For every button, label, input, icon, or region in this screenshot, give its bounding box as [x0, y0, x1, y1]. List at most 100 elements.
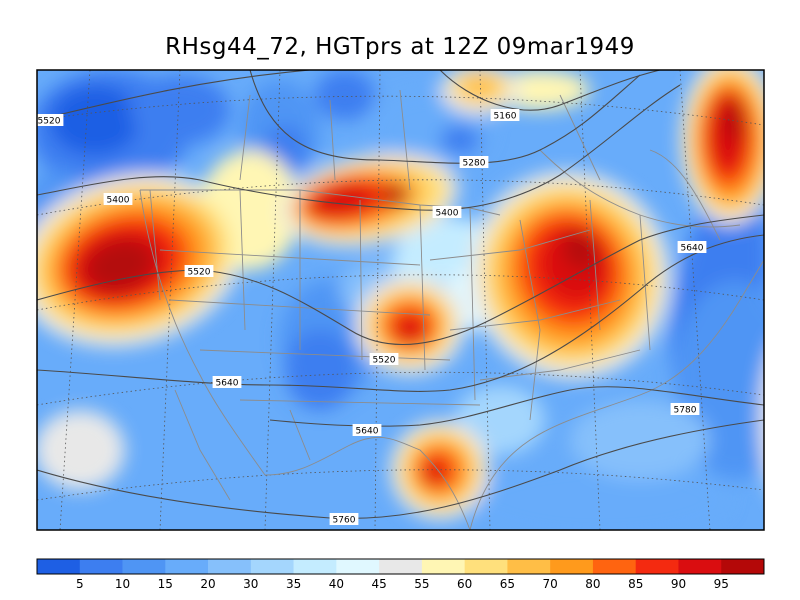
grid-line: [37, 371, 764, 406]
colorbar-tick-label: 95: [714, 577, 729, 591]
humidity-region: [130, 75, 230, 145]
colorbar-tick-label: 30: [243, 577, 258, 591]
grid-line: [59, 70, 91, 530]
colorbar-swatch: [592, 559, 637, 574]
humidity-region: [760, 375, 764, 465]
svg-text:5640: 5640: [681, 244, 704, 254]
humidity-region: [285, 330, 355, 410]
political-boundaries: [139, 89, 764, 530]
map-plot-area: 5520 5160 5280 5400 5400 5520 5640 5520 5640 5640…: [37, 70, 764, 530]
colorbar-swatch: [165, 559, 209, 574]
colorbar-swatch: [250, 559, 294, 574]
colorbar-swatch: [507, 559, 551, 574]
humidity-region: [423, 463, 445, 485]
humidity-region: [460, 74, 500, 98]
colorbar-tick-label: 60: [457, 577, 472, 591]
colorbar-swatch: [421, 559, 465, 574]
colorbar-tick-label: 55: [414, 577, 429, 591]
colorbar-tick-label: 15: [158, 577, 173, 591]
humidity-region: [391, 217, 489, 283]
svg-text:5400: 5400: [436, 209, 459, 219]
grid-line: [374, 70, 381, 530]
relative-humidity-field: [37, 70, 764, 530]
humidity-region: [315, 70, 375, 120]
colorbar-swatch: [464, 559, 508, 574]
height-contour: [439, 70, 661, 111]
height-contour: [37, 70, 311, 121]
colorbar-swatch: [37, 559, 81, 574]
boundary-line: [469, 259, 764, 530]
contour-label: 5280: [459, 156, 489, 169]
svg-text:5640: 5640: [216, 379, 239, 389]
colorbar-frame: [36, 558, 765, 575]
contour-label: 5520: [184, 265, 214, 278]
height-contour: [269, 386, 764, 427]
humidity-region: [725, 98, 745, 142]
colorbar-tick-label: 40: [329, 577, 344, 591]
height-contour: [249, 70, 641, 164]
colorbar-tick-label: 45: [371, 577, 386, 591]
contour-label: 5160: [490, 109, 520, 122]
chart-title: RHsg44_72, HGTprs at 12Z 09mar1949: [165, 34, 635, 60]
humidity-region: [37, 410, 125, 490]
svg-text:5640: 5640: [356, 427, 379, 437]
colorbar-swatch: [379, 559, 423, 574]
colorbar-tick-label: 20: [200, 577, 215, 591]
boundary-line: [139, 189, 266, 476]
contour-label: 5400: [103, 193, 133, 206]
height-contour: [37, 214, 764, 346]
svg-text:5520: 5520: [373, 356, 396, 366]
lat-lon-gridlines: [37, 70, 764, 530]
grid-line: [479, 70, 491, 530]
colorbar-tick-label: 70: [543, 577, 558, 591]
boundary-line: [264, 436, 471, 530]
grid-line: [37, 469, 764, 501]
colorbar-tick-label: 65: [500, 577, 515, 591]
height-contour: [37, 234, 764, 392]
boundary-line: [649, 149, 721, 241]
contour-label: 5520: [369, 353, 399, 366]
contour-label: 5400: [432, 206, 462, 219]
humidity-region: [395, 317, 425, 343]
svg-text:5280: 5280: [463, 159, 486, 169]
colorbar: 5 10 15 20 30 35 40 45 55 60 65 70 80 85 90 95: [36, 558, 765, 591]
humidity-region: [470, 460, 730, 530]
boundary-line: [539, 149, 741, 228]
humidity-region: [381, 185, 409, 205]
svg-text:5160: 5160: [494, 112, 517, 122]
boundary-line: [149, 189, 476, 401]
grid-line: [264, 70, 281, 530]
colorbar-tick-label: 10: [115, 577, 130, 591]
boundary-line: [159, 249, 481, 406]
colorbar-swatch: [550, 559, 594, 574]
contour-label: 5640: [677, 241, 707, 254]
colorbar-tick-label: 5: [76, 577, 84, 591]
height-contour: [37, 419, 764, 519]
contour-labels: 5520 5160 5280 5400 5400 5520 5640 5520 5640 5640…: [37, 109, 707, 526]
humidity-region: [50, 85, 140, 155]
colorbar-swatch: [721, 559, 765, 574]
contour-label: 5640: [212, 376, 242, 389]
boundary-line: [174, 389, 311, 501]
contour-label: 5520: [37, 114, 64, 127]
boundary-line: [519, 199, 651, 421]
colorbar-swatch: [635, 559, 679, 574]
humidity-region: [86, 240, 154, 290]
height-contour: [37, 84, 681, 211]
humidity-region: [440, 125, 480, 155]
grid-line: [37, 95, 764, 126]
boundary-line: [239, 89, 601, 191]
humidity-region: [307, 183, 373, 217]
svg-text:5760: 5760: [333, 516, 356, 526]
colorbar-tick-label: 85: [628, 577, 643, 591]
contour-label: 5760: [329, 513, 359, 526]
colorbar-swatch: [122, 559, 166, 574]
map-frame: [36, 69, 765, 531]
colorbar-tick-label: 90: [671, 577, 686, 591]
humidity-region: [570, 400, 710, 480]
grid-line: [579, 70, 601, 530]
grid-line: [37, 179, 764, 216]
svg-text:5780: 5780: [674, 406, 697, 416]
contour-label: 5780: [670, 403, 700, 416]
